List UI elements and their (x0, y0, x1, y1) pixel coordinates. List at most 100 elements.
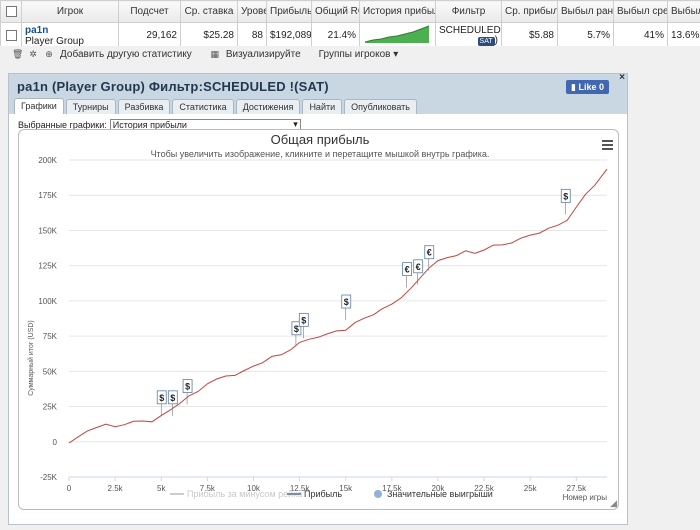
player-detail-panel: pa1n (Player Group) Фильтр:SCHEDULED !(S… (8, 72, 628, 525)
facebook-like-button[interactable]: ▮ Like 0 (566, 80, 609, 94)
legend-item[interactable]: Прибыль (287, 489, 342, 499)
roi-cell: 21.4% (311, 22, 360, 49)
tab-charts[interactable]: Графики (14, 98, 64, 114)
col-header-profit[interactable]: Прибыль (266, 0, 312, 23)
x-tick-label: 17.5k (382, 484, 403, 493)
profit-chart-frame[interactable]: Общая прибыль Чтобы увеличить изображени… (18, 129, 619, 510)
x-tick-label: 15k (339, 484, 353, 493)
x-tick-label: 5k (157, 484, 166, 493)
profit-cell: $192,089 (266, 22, 312, 49)
col-header-late[interactable]: Выбыл поз (667, 0, 700, 23)
add-stats-icon[interactable]: ⊕ (45, 49, 53, 59)
count-cell: 29,162 (118, 22, 181, 49)
add-stats-button[interactable]: Добавить другую статистику (60, 48, 192, 60)
avg-profit-cell: $5.88 (501, 22, 558, 49)
chart-subtitle: Чтобы увеличить изображение, кликните и … (151, 149, 490, 159)
x-tick-label: 10k (247, 484, 261, 493)
y-tick-label: 75K (43, 332, 58, 341)
big-win-symbol: $ (159, 393, 164, 403)
profit-sparkline[interactable] (359, 22, 436, 49)
player-stats-table: Игрок Подсчет Ср. ставка Урове Прибыль О… (0, 0, 700, 49)
big-win-flag[interactable]: € (424, 245, 435, 271)
big-win-flag[interactable]: $ (298, 312, 309, 339)
panel-header: pa1n (Player Group) Фильтр:SCHEDULED !(S… (9, 72, 627, 98)
select-all-checkbox[interactable] (0, 0, 22, 23)
tab-breakdown[interactable]: Разбивка (117, 99, 171, 114)
chart-title: Общая прибыль (271, 132, 370, 147)
early-cell: 5.7% (557, 22, 614, 49)
chart-menu-icon[interactable] (602, 140, 613, 150)
x-tick-label: 27.5k (567, 484, 588, 493)
panel-tabs: Графики Турниры Разбивка Статистика Дост… (9, 98, 627, 114)
y-tick-label: 200K (38, 156, 57, 165)
big-win-flag[interactable]: $ (167, 390, 178, 416)
resize-handle[interactable]: ◢ (610, 498, 617, 508)
legend-item[interactable]: Значительные выигрыши (374, 489, 493, 499)
col-header-filter[interactable]: Фильтр (435, 0, 502, 23)
big-win-flag[interactable]: $ (291, 321, 302, 347)
late-cell: 13.6% (667, 22, 700, 49)
tab-statistics[interactable]: Статистика (172, 99, 234, 114)
filter-close-paren: ) (494, 34, 498, 46)
avg-stake-cell: $25.28 (180, 22, 238, 49)
col-header-count[interactable]: Подсчет (118, 0, 181, 23)
y-tick-label: 100K (38, 297, 57, 306)
big-win-symbol: € (427, 248, 432, 258)
big-win-symbol: $ (294, 324, 299, 334)
big-win-symbol: € (416, 262, 421, 272)
tab-find[interactable]: Найти (302, 99, 343, 114)
big-win-symbol: $ (563, 191, 568, 201)
big-win-flag[interactable]: $ (341, 294, 352, 321)
table-row[interactable]: pa1n Player Group 29,162 $25.28 88 $192,… (0, 22, 700, 49)
chart-select-label: Выбранные графики: (18, 120, 107, 130)
x-tick-label: 20k (432, 484, 446, 493)
col-header-mid[interactable]: Выбыл средн (613, 0, 668, 23)
x-tick-label: 25k (524, 484, 538, 493)
profit-line[interactable] (68, 168, 608, 444)
mid-cell: 41% (613, 22, 668, 49)
x-tick-label: 7.5k (200, 484, 216, 493)
tab-publish[interactable]: Опубликовать (344, 99, 417, 114)
player-groups-dropdown[interactable]: Группы игроков ▾ (318, 48, 399, 60)
big-win-symbol: $ (170, 393, 175, 403)
x-tick-label: 22.5k (474, 484, 495, 493)
col-header-avg-profit[interactable]: Ср. прибыль (501, 0, 558, 23)
x-axis-label: Номер игры (563, 493, 608, 502)
trash-icon[interactable]: 🗑 (12, 49, 24, 59)
row-checkbox[interactable] (0, 22, 22, 49)
settings-icon[interactable]: ✲ (29, 49, 37, 59)
x-tick-label: 12.5k (290, 484, 311, 493)
x-tick-label: 2.5k (108, 484, 124, 493)
table-header-row: Игрок Подсчет Ср. ставка Урове Прибыль О… (0, 0, 700, 23)
big-win-flag[interactable]: $ (156, 390, 167, 416)
visualize-button[interactable]: Визуализируйте (225, 48, 301, 60)
legend-item[interactable]: Прибыль за минусом рейка (170, 489, 302, 499)
col-header-player[interactable]: Игрок (21, 0, 119, 23)
col-header-early[interactable]: Выбыл рано (557, 0, 614, 23)
col-header-level[interactable]: Урове (237, 0, 267, 23)
player-name-link[interactable]: pa1n (25, 24, 49, 36)
y-tick-label: -25K (40, 473, 58, 482)
big-win-flag[interactable]: $ (182, 379, 193, 405)
player-group-label: Player Group (25, 35, 84, 47)
close-icon[interactable]: × (619, 72, 625, 83)
filter-badge: SAT (477, 36, 495, 46)
legend-label: Прибыль за минусом рейка (187, 489, 302, 499)
big-win-flag[interactable]: € (402, 262, 413, 288)
col-header-roi[interactable]: Общий ROI (311, 0, 360, 23)
big-win-flag[interactable]: $ (560, 188, 571, 215)
big-win-symbol: $ (344, 297, 349, 307)
col-header-avg-stake[interactable]: Ср. ставка (180, 0, 238, 23)
filter-cell[interactable]: SCHEDULED !( SAT) (435, 22, 502, 49)
player-cell[interactable]: pa1n Player Group (21, 22, 119, 49)
legend-label: Прибыль (304, 489, 342, 499)
tab-tournaments[interactable]: Турниры (65, 99, 116, 114)
col-header-profit-history[interactable]: История прибыли (359, 0, 436, 23)
y-tick-label: 0 (53, 438, 58, 447)
y-tick-label: 125K (38, 262, 57, 271)
x-tick-label: 0 (67, 484, 72, 493)
profit-chart[interactable]: Общая прибыль Чтобы увеличить изображени… (19, 130, 619, 510)
big-win-symbol: $ (301, 315, 306, 325)
tab-achievements[interactable]: Достижения (235, 99, 301, 114)
big-win-flag[interactable]: € (413, 259, 424, 285)
